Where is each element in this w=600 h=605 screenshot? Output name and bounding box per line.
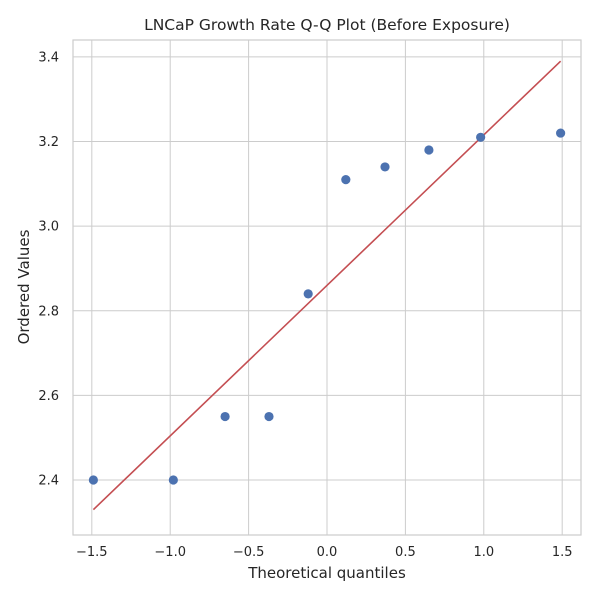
x-tick-label: −0.5 xyxy=(233,545,265,560)
y-tick-label: 3.2 xyxy=(38,135,59,150)
data-point xyxy=(380,162,390,172)
data-point xyxy=(476,132,486,142)
chart-title: LNCaP Growth Rate Q-Q Plot (Before Expos… xyxy=(144,16,510,34)
data-point xyxy=(303,289,313,299)
data-point xyxy=(341,175,351,185)
x-tick-label: 0.5 xyxy=(395,545,416,560)
data-points-layer xyxy=(88,128,566,485)
data-point xyxy=(264,411,274,422)
data-point xyxy=(168,475,178,485)
data-point xyxy=(220,411,230,422)
y-tick-label: 2.6 xyxy=(38,389,59,404)
y-tick-labels: 2.4 2.6 2.8 3.0 3.2 3.4 xyxy=(38,50,59,488)
x-tick-label: −1.0 xyxy=(154,545,186,560)
y-tick-label: 2.4 xyxy=(38,474,59,489)
x-tick-label: 1.5 xyxy=(552,545,573,560)
x-tick-labels: −1.5 −1.0 −0.5 0.0 0.5 1.0 1.5 xyxy=(76,545,573,560)
x-tick-label: 0.0 xyxy=(317,545,338,560)
y-tick-label: 3.4 xyxy=(38,50,59,65)
y-tick-label: 3.0 xyxy=(38,220,59,235)
plot-border xyxy=(72,39,582,536)
data-point xyxy=(424,145,434,155)
x-tick-label: 1.0 xyxy=(473,545,494,560)
x-axis-label: Theoretical quantiles xyxy=(247,564,406,582)
x-tick-label: −1.5 xyxy=(76,545,108,560)
y-axis-label: Ordered Values xyxy=(15,229,33,344)
plot-frame xyxy=(72,39,582,536)
data-point xyxy=(88,475,98,485)
y-tick-label: 2.8 xyxy=(38,304,59,319)
data-point xyxy=(556,128,566,138)
